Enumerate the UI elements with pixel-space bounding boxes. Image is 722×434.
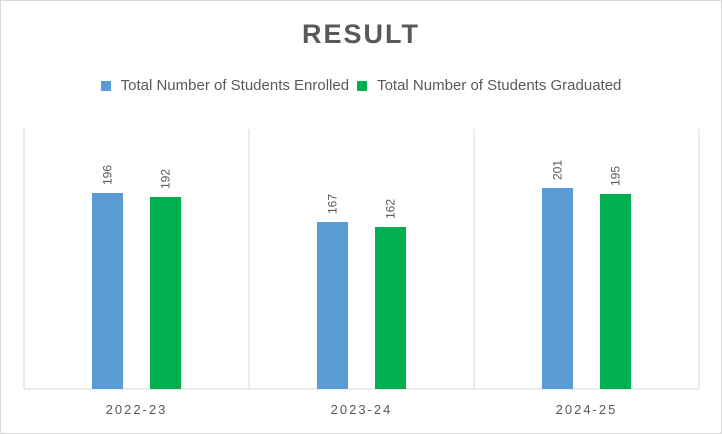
data-label: 192 [159, 169, 173, 189]
bar-enrolled-2024-25 [542, 188, 573, 389]
legend-item-enrolled: Total Number of Students Enrolled [100, 77, 350, 94]
data-label: 201 [551, 160, 565, 180]
legend: Total Number of Students Enrolled Total … [1, 77, 721, 94]
data-label: 196 [101, 165, 115, 185]
bar-graduated-2022-23 [150, 197, 181, 389]
legend-swatch-enrolled [100, 80, 111, 91]
bar-graduated-2023-24 [375, 227, 406, 389]
x-tick-label: 2023-24 [331, 402, 393, 417]
bar-enrolled-2022-23 [92, 193, 123, 389]
legend-label-enrolled: Total Number of Students Enrolled [120, 77, 350, 94]
x-tick-label: 2022-23 [106, 402, 168, 417]
bar-enrolled-2023-24 [317, 222, 348, 389]
legend-item-graduated: Total Number of Students Graduated [357, 77, 621, 94]
legend-label-graduated: Total Number of Students Graduated [377, 77, 622, 94]
x-tick-label: 2024-25 [556, 402, 618, 417]
bar-graduated-2024-25 [600, 194, 631, 389]
data-label: 162 [384, 199, 398, 219]
chart-title: RESULT [302, 19, 420, 49]
data-label: 167 [326, 194, 340, 214]
legend-swatch-graduated [357, 80, 368, 91]
data-label: 195 [609, 166, 623, 186]
